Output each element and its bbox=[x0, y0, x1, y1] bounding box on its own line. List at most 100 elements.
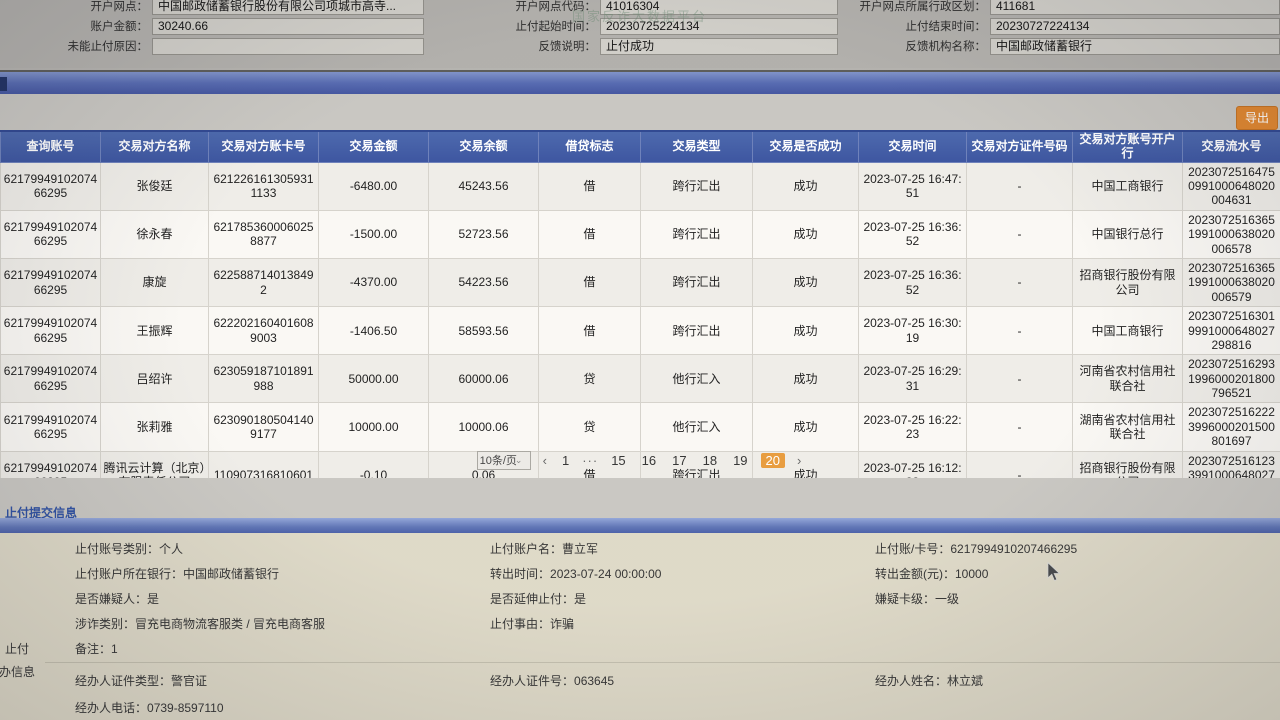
field-label: 止付账户名： bbox=[490, 542, 563, 556]
table-cell: 45243.56 bbox=[428, 161, 539, 211]
form-row: 止付账户所在银行：中国邮政储蓄银行 转出时间：2023-07-24 00:00:0… bbox=[75, 561, 1280, 586]
field-value: 1 bbox=[111, 642, 118, 656]
form-field: 经办人证件号：063645 bbox=[490, 672, 875, 689]
field-value: 诈骗 bbox=[550, 617, 575, 631]
table-cell: 成功 bbox=[752, 306, 859, 356]
export-button[interactable]: 导出 bbox=[1235, 106, 1278, 130]
next-page-button[interactable]: › bbox=[797, 452, 802, 468]
table-cell: 成功 bbox=[752, 257, 859, 308]
field-value: 冒充电商物流客服类 / 冒充电商客服 bbox=[135, 617, 326, 631]
form-divider bbox=[45, 662, 1280, 663]
form-field: 涉诈类别：冒充电商物流客服类 / 冒充电商客服 bbox=[75, 615, 490, 632]
table-cell: 20230725163651991000638020006578 bbox=[1182, 209, 1280, 259]
field-value: 个人 bbox=[159, 542, 184, 556]
table-cell: 2023-07-25 16:30:19 bbox=[858, 306, 967, 356]
table-cell: 2023-07-25 16:47:51 bbox=[858, 161, 967, 211]
pagination-page[interactable]: 16 bbox=[641, 452, 657, 468]
field-label: 止付起始时间： bbox=[515, 21, 597, 33]
form-field: 经办人证件类型：警官证 bbox=[75, 672, 490, 689]
table-row: 6217994910207466295 徐永春 621785360006025887… bbox=[0, 209, 1280, 259]
field-value: 063645 bbox=[574, 674, 615, 688]
field-value: 是 bbox=[574, 592, 587, 606]
section-header-bar bbox=[0, 518, 1280, 533]
table-cell: 6222021604016089003 bbox=[208, 306, 319, 356]
table-row: 6217994910207466295 康旋 6225887140138492 -43… bbox=[0, 257, 1280, 308]
column-header: 交易对方名称 bbox=[100, 129, 209, 163]
table-row: 6217994910207466295 张莉雅 623090180504140917… bbox=[0, 402, 1280, 452]
column-header: 借贷标志 bbox=[538, 129, 641, 163]
form-row: 经办人电话：0739-8597110 bbox=[75, 694, 1280, 720]
field-value-box: 41016304 bbox=[600, 0, 838, 15]
pagination-page[interactable]: 17 bbox=[672, 452, 687, 468]
pagination-page[interactable]: 20 bbox=[760, 452, 786, 468]
field-label: 账户金额： bbox=[90, 21, 149, 33]
pagination-page[interactable]: 1 bbox=[561, 452, 570, 468]
table-cell: - bbox=[966, 161, 1073, 211]
field-value-box bbox=[152, 37, 424, 55]
table-cell: 20230725164750991000648020004631 bbox=[1182, 161, 1280, 211]
field-label: 涉诈类别： bbox=[75, 617, 136, 631]
form-row: 是否嫌疑人：是 是否延伸止付：是 嫌疑卡级：一级 bbox=[75, 586, 1280, 611]
table-cell: 6217994910207466295 bbox=[0, 306, 101, 356]
table-cell: 贷 bbox=[538, 354, 641, 404]
table-cell: 6217994910207466295 bbox=[0, 354, 101, 404]
table-cell: 20230725163651991000638020006579 bbox=[1182, 257, 1280, 308]
table-cell: 6230901805041409177 bbox=[208, 402, 319, 452]
form-field: 经办人姓名：林立斌 bbox=[875, 672, 1280, 689]
field-value: 是 bbox=[147, 592, 160, 606]
table-row: 6217994910207466295 吕绍许 623059187101891988… bbox=[0, 354, 1280, 404]
table-cell: 中国工商银行 bbox=[1072, 306, 1183, 356]
field-value-box: 中国邮政储蓄银行 bbox=[990, 37, 1280, 55]
table-cell: 6225887140138492 bbox=[208, 257, 319, 308]
table-cell: 跨行汇出 bbox=[640, 257, 753, 308]
table-cell: 6212261613059311133 bbox=[208, 161, 319, 211]
page-size-select[interactable]: 10条/页 ⌄ bbox=[476, 450, 531, 470]
column-header: 查询账号 bbox=[0, 129, 101, 163]
table-cell: 623059187101891988 bbox=[208, 354, 319, 404]
account-form-row: 未能止付原因： 反馈说明： 止付成功 反馈机构名称： 中国邮政储蓄银行 bbox=[0, 36, 1280, 56]
table-cell: 借 bbox=[538, 209, 641, 259]
field-label: 备注： bbox=[75, 642, 112, 656]
pagination-page[interactable]: 15 bbox=[611, 452, 626, 468]
stop-payment-submit-section: 止付提交信息 止付 经办信息 止付账号类别：个人止付账户名：曹立军止付账/卡号：… bbox=[0, 478, 1280, 720]
table-cell: - bbox=[966, 306, 1073, 356]
table-cell: 吕绍许 bbox=[100, 354, 209, 404]
field-value: 警官证 bbox=[171, 674, 208, 688]
chevron-down-icon: ⌄ bbox=[514, 454, 523, 465]
bar-notch bbox=[0, 77, 7, 91]
field-value-box: 411681 bbox=[990, 0, 1280, 15]
table-cell: 成功 bbox=[752, 161, 859, 211]
table-cell: 6217994910207466295 bbox=[0, 257, 101, 308]
column-header: 交易余额 bbox=[428, 129, 539, 163]
table-row: 6217994910207466295 王振辉 622202160401608900… bbox=[0, 306, 1280, 356]
table-cell: 贷 bbox=[538, 402, 641, 452]
table-cell: 张莉雅 bbox=[100, 402, 209, 452]
field-value-box: 止付成功 bbox=[600, 37, 838, 55]
table-cell: 河南省农村信用社联合社 bbox=[1072, 354, 1183, 404]
table-cell: 中国工商银行 bbox=[1072, 161, 1183, 211]
pagination-page[interactable]: 18 bbox=[702, 452, 718, 468]
table-cell: 10000.06 bbox=[428, 402, 539, 452]
pagination-page[interactable]: 19 bbox=[733, 452, 748, 468]
table-cell: 借 bbox=[538, 257, 641, 308]
field-label: 止付账户所在银行： bbox=[75, 567, 184, 581]
table-cell: 52723.56 bbox=[428, 209, 539, 259]
field-value: 6217994910207466295 bbox=[950, 542, 1078, 556]
field-value-box: 中国邮政储蓄银行股份有限公司项城市高寺... bbox=[152, 0, 424, 15]
table-cell: 湖南省农村信用社联合社 bbox=[1072, 402, 1183, 452]
table-cell: 成功 bbox=[752, 209, 859, 259]
table-cell: 58593.56 bbox=[428, 306, 539, 356]
field-label: 是否嫌疑人： bbox=[75, 592, 148, 606]
form-field: 经办人电话：0739-8597110 bbox=[75, 699, 490, 716]
account-form-row: 开户网点： 中国邮政储蓄银行股份有限公司项城市高寺... 开户网点代码： 410163… bbox=[0, 0, 1280, 16]
field-label: 止付账/卡号： bbox=[875, 542, 951, 556]
field-label: 开户网点： bbox=[90, 1, 149, 13]
column-header: 交易时间 bbox=[858, 129, 967, 163]
field-label: 转出金额(元)： bbox=[875, 567, 955, 581]
form-field: 是否嫌疑人：是 bbox=[75, 590, 490, 607]
table-cell: -1406.50 bbox=[318, 306, 429, 356]
prev-page-button[interactable]: ‹ bbox=[542, 452, 547, 468]
pagination: 10条/页 ⌄ ‹ 1 ··· 15 16 17 18 19 20 › bbox=[0, 447, 1280, 473]
column-header: 交易对方账号开户行 bbox=[1072, 129, 1183, 163]
